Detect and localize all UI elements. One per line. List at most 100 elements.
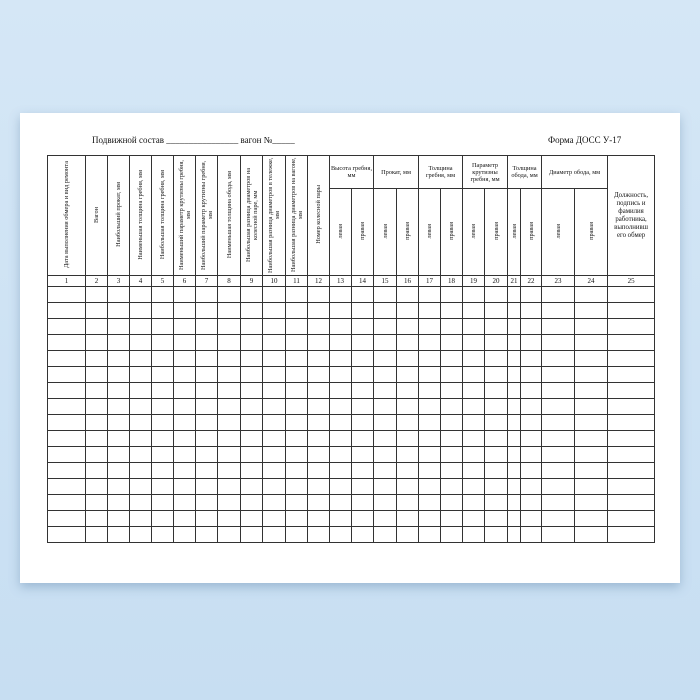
table-cell[interactable] — [418, 286, 442, 303]
table-cell[interactable] — [85, 382, 108, 399]
table-cell[interactable] — [240, 510, 263, 527]
table-cell[interactable] — [440, 350, 464, 367]
table-cell[interactable] — [607, 398, 656, 415]
table-cell[interactable] — [440, 366, 464, 383]
table-cell[interactable] — [129, 462, 152, 479]
table-cell[interactable] — [350, 510, 375, 527]
table-cell[interactable] — [607, 334, 656, 351]
table-cell[interactable] — [195, 430, 218, 447]
table-cell[interactable] — [507, 462, 522, 479]
table-cell[interactable] — [195, 334, 218, 351]
table-cell[interactable] — [541, 494, 576, 511]
table-cell[interactable] — [396, 382, 420, 399]
table-cell[interactable] — [107, 478, 130, 495]
table-cell[interactable] — [195, 414, 218, 431]
table-cell[interactable] — [396, 446, 420, 463]
table-cell[interactable] — [262, 494, 286, 511]
table-cell[interactable] — [151, 462, 174, 479]
table-cell[interactable] — [373, 526, 398, 543]
table-cell[interactable] — [418, 510, 442, 527]
table-cell[interactable] — [47, 350, 86, 367]
table-cell[interactable] — [240, 494, 263, 511]
table-cell[interactable] — [195, 494, 218, 511]
table-cell[interactable] — [373, 398, 398, 415]
table-cell[interactable] — [507, 350, 522, 367]
table-cell[interactable] — [440, 430, 464, 447]
table-cell[interactable] — [484, 334, 509, 351]
table-cell[interactable] — [607, 430, 656, 447]
table-cell[interactable] — [307, 414, 330, 431]
table-cell[interactable] — [217, 334, 241, 351]
table-cell[interactable] — [173, 382, 196, 399]
table-cell[interactable] — [217, 414, 241, 431]
table-cell[interactable] — [541, 430, 576, 447]
table-cell[interactable] — [607, 510, 656, 527]
table-cell[interactable] — [240, 446, 263, 463]
table-cell[interactable] — [373, 462, 398, 479]
table-cell[interactable] — [307, 302, 330, 319]
table-cell[interactable] — [396, 526, 420, 543]
table-cell[interactable] — [329, 510, 352, 527]
table-cell[interactable] — [418, 526, 442, 543]
table-cell[interactable] — [373, 494, 398, 511]
table-cell[interactable] — [484, 366, 509, 383]
table-cell[interactable] — [151, 334, 174, 351]
table-cell[interactable] — [462, 302, 486, 319]
table-cell[interactable] — [462, 526, 486, 543]
table-cell[interactable] — [329, 462, 352, 479]
table-cell[interactable] — [195, 350, 218, 367]
table-cell[interactable] — [173, 302, 196, 319]
table-cell[interactable] — [396, 318, 420, 335]
table-cell[interactable] — [373, 446, 398, 463]
table-cell[interactable] — [195, 510, 218, 527]
table-cell[interactable] — [173, 334, 196, 351]
table-cell[interactable] — [484, 494, 509, 511]
table-cell[interactable] — [541, 526, 576, 543]
table-cell[interactable] — [129, 366, 152, 383]
table-cell[interactable] — [85, 430, 108, 447]
table-cell[interactable] — [373, 366, 398, 383]
table-cell[interactable] — [307, 462, 330, 479]
table-cell[interactable] — [440, 494, 464, 511]
table-cell[interactable] — [307, 334, 330, 351]
table-cell[interactable] — [217, 398, 241, 415]
table-cell[interactable] — [240, 366, 263, 383]
table-cell[interactable] — [520, 446, 543, 463]
table-cell[interactable] — [47, 334, 86, 351]
table-cell[interactable] — [107, 350, 130, 367]
table-cell[interactable] — [350, 526, 375, 543]
table-cell[interactable] — [129, 510, 152, 527]
table-cell[interactable] — [240, 334, 263, 351]
table-cell[interactable] — [373, 350, 398, 367]
table-cell[interactable] — [47, 366, 86, 383]
table-cell[interactable] — [520, 398, 543, 415]
table-cell[interactable] — [173, 318, 196, 335]
table-cell[interactable] — [350, 382, 375, 399]
table-cell[interactable] — [195, 318, 218, 335]
table-cell[interactable] — [151, 302, 174, 319]
table-cell[interactable] — [47, 414, 86, 431]
table-cell[interactable] — [262, 510, 286, 527]
table-cell[interactable] — [574, 526, 609, 543]
table-cell[interactable] — [173, 478, 196, 495]
table-cell[interactable] — [195, 446, 218, 463]
table-cell[interactable] — [195, 478, 218, 495]
table-cell[interactable] — [195, 302, 218, 319]
table-cell[interactable] — [217, 494, 241, 511]
table-cell[interactable] — [607, 446, 656, 463]
table-cell[interactable] — [285, 446, 308, 463]
table-cell[interactable] — [85, 510, 108, 527]
table-cell[interactable] — [151, 414, 174, 431]
table-cell[interactable] — [507, 382, 522, 399]
table-cell[interactable] — [607, 526, 656, 543]
table-cell[interactable] — [285, 462, 308, 479]
table-cell[interactable] — [574, 510, 609, 527]
table-cell[interactable] — [440, 302, 464, 319]
table-cell[interactable] — [350, 334, 375, 351]
table-cell[interactable] — [151, 350, 174, 367]
table-cell[interactable] — [350, 494, 375, 511]
table-cell[interactable] — [240, 430, 263, 447]
table-cell[interactable] — [129, 430, 152, 447]
table-cell[interactable] — [85, 478, 108, 495]
table-cell[interactable] — [47, 462, 86, 479]
